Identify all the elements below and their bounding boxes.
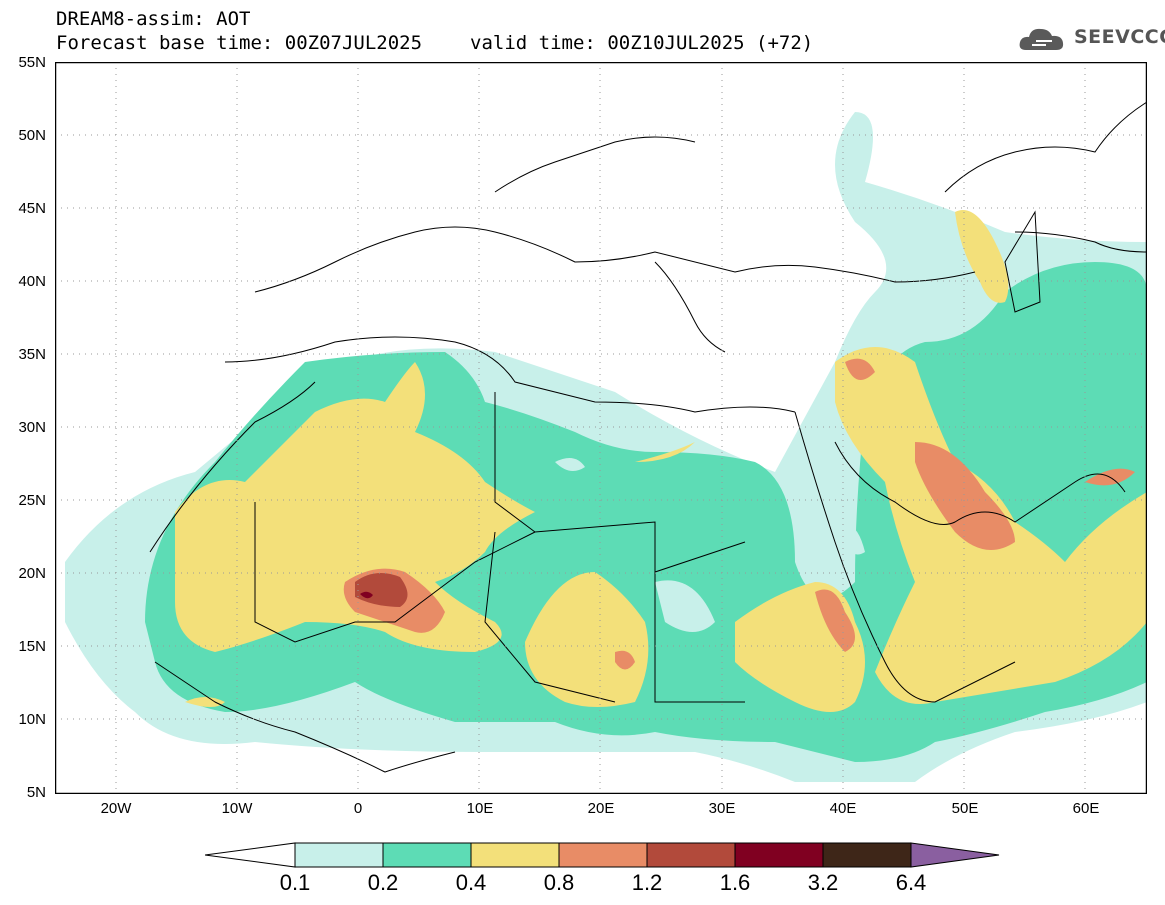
lon-label: 0: [353, 800, 363, 817]
aot-band-1.6: [360, 591, 373, 599]
colorbar-label: 0.8: [543, 870, 575, 895]
lon-label: 30E: [708, 800, 736, 817]
lat-label: 20N: [18, 565, 46, 582]
lat-label: 5N: [26, 784, 46, 801]
cloud-icon: [1019, 28, 1064, 50]
lon-label: 50E: [951, 800, 979, 817]
aot-band-0.4: [175, 362, 535, 652]
lon-label: 20W: [100, 800, 132, 817]
colorbar: [205, 842, 1000, 868]
colorbar-label: 0.2: [367, 870, 399, 895]
lat-label: 40N: [18, 273, 46, 290]
valid-time-label: valid time: 00Z10JUL2025 (+72): [470, 32, 814, 54]
colorbar-segment: [558, 842, 648, 868]
time-info: Forecast base time: 00Z07JUL2025 valid ti…: [56, 32, 813, 54]
lon-label: 60E: [1072, 800, 1100, 817]
lat-label: 25N: [18, 492, 46, 509]
colorbar-segment: [734, 842, 824, 868]
lon-label: 40E: [829, 800, 857, 817]
lon-label: 10W: [221, 800, 253, 817]
colorbar-segment: [470, 842, 560, 868]
colorbar-label: 3.2: [807, 870, 839, 895]
lon-label: 10E: [466, 800, 494, 817]
colorbar-label: 0.1: [279, 870, 311, 895]
lat-label: 45N: [18, 200, 46, 217]
colorbar-over-arrow: [910, 842, 1000, 868]
colorbar-segment: [822, 842, 912, 868]
colorbar-segment: [382, 842, 472, 868]
logo-text: SEEVCCC: [1074, 26, 1165, 48]
model-variable-label: DREAM8-assim: AOT: [56, 8, 251, 30]
lat-label: 10N: [18, 711, 46, 728]
graticule: [55, 62, 1147, 794]
lat-label: 50N: [18, 127, 46, 144]
colorbar-label: 0.4: [455, 870, 487, 895]
lat-label: 35N: [18, 346, 46, 363]
colorbar-segment: [646, 842, 736, 868]
map-title: DREAM8-assim: AOT: [56, 8, 250, 30]
colorbar-label: 1.2: [631, 870, 663, 895]
lon-label: 20E: [587, 800, 615, 817]
lat-label: 15N: [18, 638, 46, 655]
base-time-label: Forecast base time: 00Z07JUL2025: [56, 32, 423, 54]
lat-label: 30N: [18, 419, 46, 436]
lat-label: 55N: [18, 54, 46, 71]
country-borders: [149, 101, 1147, 773]
colorbar-segment: [294, 842, 384, 868]
aot-band-1.2: [355, 573, 408, 607]
seevccc-logo: [1019, 28, 1064, 50]
colorbar-under-arrow: [205, 842, 296, 868]
aot-map: [55, 62, 1147, 794]
colorbar-label: 1.6: [719, 870, 751, 895]
colorbar-label: 6.4: [895, 870, 927, 895]
aot-contours: [55, 62, 1147, 794]
map-border: [55, 62, 1147, 794]
